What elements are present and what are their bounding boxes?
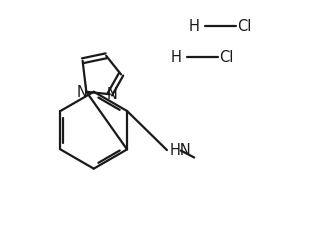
Text: Cl: Cl (219, 50, 233, 64)
Text: Cl: Cl (238, 19, 252, 33)
Text: N: N (106, 87, 117, 102)
Text: HN: HN (169, 143, 191, 158)
Text: H: H (170, 50, 181, 64)
Text: H: H (189, 19, 200, 33)
Text: N: N (77, 85, 88, 100)
